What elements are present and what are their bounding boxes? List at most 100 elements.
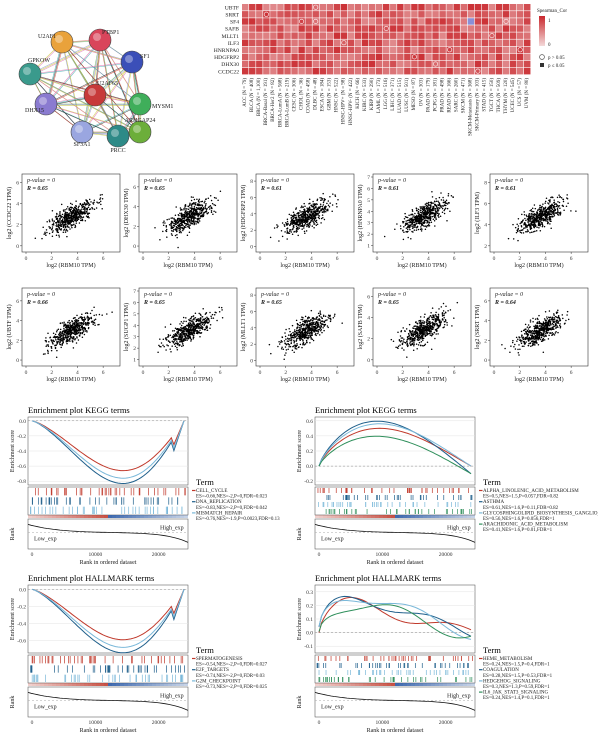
data-point (301, 323, 304, 326)
data-point (532, 217, 534, 219)
node-highlight (23, 67, 31, 75)
data-point (425, 215, 427, 217)
data-point (428, 203, 430, 206)
data-point (194, 330, 196, 332)
heatmap-row-label: UBTF (225, 5, 239, 11)
data-point (188, 335, 191, 337)
data-point (315, 334, 317, 337)
data-point (67, 321, 69, 323)
data-point (306, 323, 309, 325)
heatmap-cell (347, 4, 355, 11)
heatmap-cell (347, 18, 355, 25)
heatmap-cell (319, 11, 326, 18)
data-point (413, 221, 416, 224)
data-point (216, 319, 218, 322)
data-point (177, 338, 180, 340)
heatmap-cell (446, 25, 453, 32)
data-point (47, 351, 49, 353)
heatmap-cell (411, 4, 418, 11)
data-point (206, 316, 208, 318)
data-point (308, 316, 311, 319)
heatmap-cell (361, 32, 369, 39)
data-point (70, 215, 73, 218)
data-point (48, 340, 50, 343)
x-tick-label: 2 (401, 256, 404, 262)
data-point (269, 236, 272, 239)
data-point (429, 215, 432, 218)
data-point (411, 225, 413, 228)
data-point (185, 320, 187, 323)
data-point (529, 220, 532, 222)
data-point (527, 221, 529, 223)
data-point (280, 341, 282, 344)
data-point (200, 332, 202, 335)
y-tick-label: 2 (16, 338, 19, 344)
data-point (179, 207, 182, 209)
data-point (174, 234, 177, 237)
heatmap-col-label: THYM (N = 120) (504, 78, 509, 114)
data-point (59, 332, 61, 334)
data-point (520, 224, 523, 227)
heatmap-cell (368, 53, 376, 61)
data-point (327, 316, 329, 318)
data-point (189, 332, 191, 335)
data-point (57, 223, 60, 226)
heatmap-cell (524, 4, 531, 11)
data-point (431, 196, 434, 198)
data-point (73, 209, 75, 211)
heatmap-cell (404, 32, 411, 39)
x-axis-label: log2 (RBM10 TPM) (163, 262, 212, 269)
data-point (192, 328, 194, 331)
heatmap-cell (383, 60, 390, 68)
heatmap-cell (397, 4, 404, 11)
data-point (84, 330, 87, 332)
network-edge (62, 42, 141, 106)
data-point (421, 223, 423, 226)
data-point (56, 340, 58, 343)
data-point (176, 221, 178, 224)
heatmap-cell (270, 4, 277, 11)
r-value-label: R = 0.65 (260, 300, 282, 306)
heatmap-cell (404, 39, 411, 46)
data-point (196, 325, 198, 327)
heatmap-col-label: ACC (N = 79) (243, 78, 248, 107)
data-point (321, 317, 324, 320)
heatmap-cell (390, 46, 397, 54)
data-point (186, 208, 188, 210)
data-point (285, 343, 288, 345)
data-point (178, 333, 180, 336)
data-point (524, 223, 526, 226)
data-point (420, 206, 423, 208)
data-point (165, 349, 167, 351)
data-point (312, 200, 314, 203)
y-tick-label: 3 (367, 221, 370, 227)
data-point (157, 351, 159, 353)
data-point (290, 220, 293, 222)
data-point (423, 214, 425, 217)
data-point (301, 346, 303, 349)
data-point (66, 339, 68, 342)
heatmap-col-label: HNSC-HPV+ (N = 98) (342, 78, 347, 125)
data-point (62, 337, 65, 340)
data-point (309, 224, 311, 226)
data-point (87, 318, 89, 321)
data-point (80, 317, 83, 319)
data-point (187, 218, 190, 221)
data-point (557, 210, 559, 212)
data-point (58, 236, 61, 238)
data-point (173, 343, 176, 345)
data-point (524, 217, 526, 220)
heatmap-cell (375, 18, 383, 25)
heatmap-cell (411, 11, 418, 18)
data-point (315, 324, 317, 326)
data-point (434, 203, 436, 206)
heatmap-cell (397, 25, 404, 32)
data-point (182, 330, 184, 332)
heatmap-cell (502, 32, 510, 39)
data-point (419, 221, 421, 223)
data-point (200, 325, 202, 327)
data-point (173, 228, 175, 231)
heatmap-cell (291, 67, 298, 75)
heatmap-cell (509, 18, 517, 25)
data-point (427, 217, 430, 219)
